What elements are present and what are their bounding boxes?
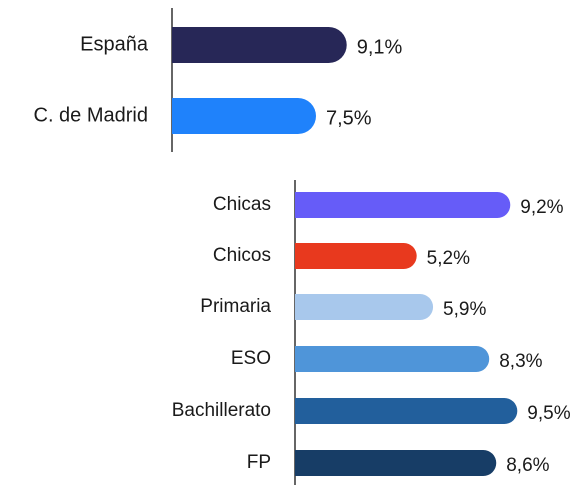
value-label: 7,5% (326, 107, 372, 129)
bar (295, 398, 518, 424)
value-label: 9,2% (520, 197, 563, 218)
category-label: ESO (231, 348, 271, 369)
value-label: 5,9% (443, 299, 486, 320)
bar (295, 294, 434, 320)
value-label: 8,6% (506, 455, 549, 476)
category-label: Primaria (200, 296, 271, 317)
category-label: Chicas (213, 194, 271, 215)
category-label: Bachillerato (172, 400, 271, 421)
bar (295, 450, 497, 476)
category-label: C. de Madrid (34, 104, 149, 126)
bar (172, 27, 347, 63)
value-label: 8,3% (499, 351, 542, 372)
value-label: 5,2% (427, 248, 470, 269)
bar (295, 346, 490, 372)
category-label: España (80, 33, 149, 55)
category-label: Chicos (213, 245, 271, 266)
category-label: FP (247, 452, 271, 473)
value-label: 9,1% (357, 36, 403, 58)
value-label: 9,5% (527, 403, 570, 424)
bar (172, 98, 316, 134)
bar (295, 192, 511, 218)
bar (295, 243, 417, 269)
